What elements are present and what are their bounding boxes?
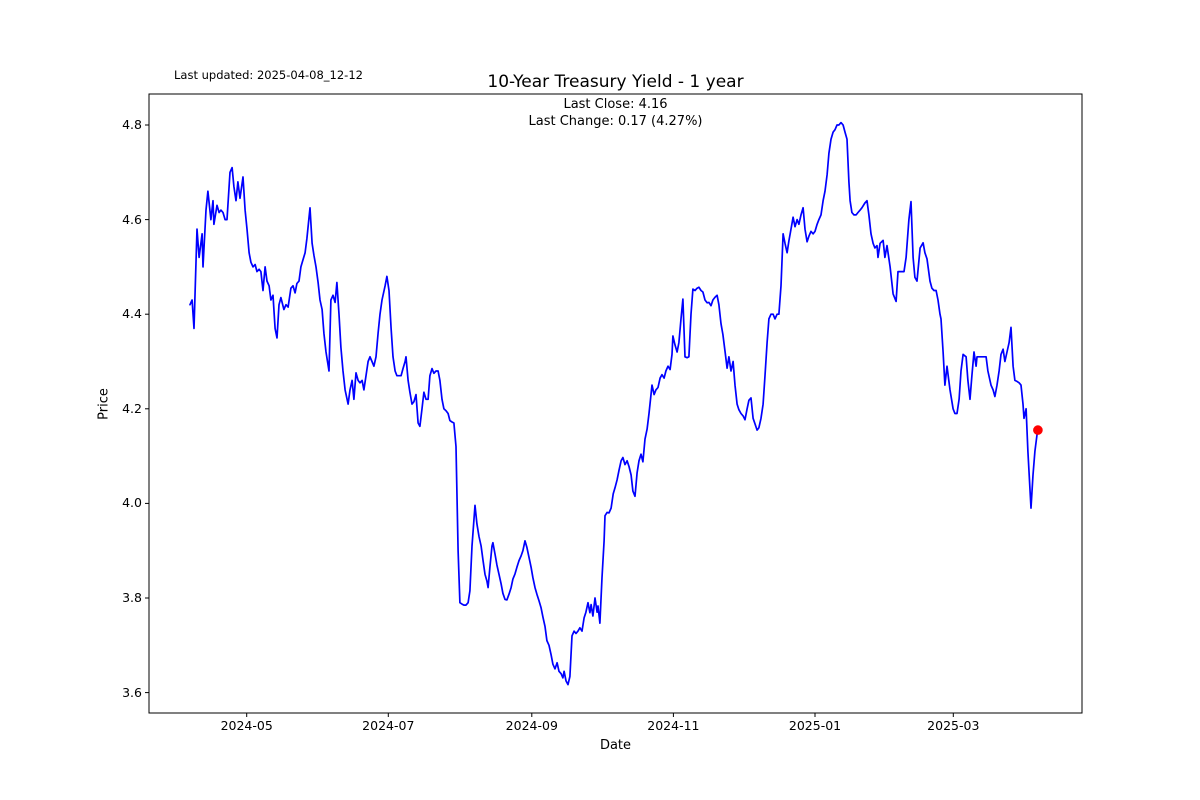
x-tick-label: 2025-01 bbox=[788, 718, 842, 733]
y-tick-label: 4.2 bbox=[122, 400, 142, 416]
x-tick-label: 2024-11 bbox=[647, 718, 700, 733]
last-close-text: Last Close: 4.16 bbox=[563, 97, 668, 112]
x-axis-label: Date bbox=[599, 738, 632, 753]
x-tick-label: 2024-09 bbox=[505, 718, 558, 733]
x-axis-ticks bbox=[246, 713, 954, 717]
chart-title: 10-Year Treasury Yield - 1 year bbox=[487, 72, 744, 92]
x-tick-label: 2025-03 bbox=[927, 718, 980, 733]
y-tick-label: 3.8 bbox=[122, 590, 142, 605]
plot-frame bbox=[148, 93, 1083, 714]
y-tick-label: 4.6 bbox=[122, 211, 142, 227]
x-tick-label: 2024-07 bbox=[362, 718, 415, 733]
y-tick-label: 4.4 bbox=[122, 306, 142, 322]
last-close-marker bbox=[1033, 425, 1043, 435]
y-tick-label: 3.6 bbox=[122, 684, 142, 700]
last-change-text: Last Change: 0.17 (4.27%) bbox=[528, 114, 703, 129]
y-axis-ticks bbox=[145, 124, 149, 694]
x-tick-label: 2024-05 bbox=[220, 718, 273, 733]
last-updated-text: Last updated: 2025-04-08_12-12 bbox=[174, 68, 363, 82]
y-tick-label: 4.8 bbox=[122, 117, 142, 132]
price-line-series bbox=[189, 121, 1039, 686]
y-tick-label: 4.0 bbox=[122, 495, 142, 511]
